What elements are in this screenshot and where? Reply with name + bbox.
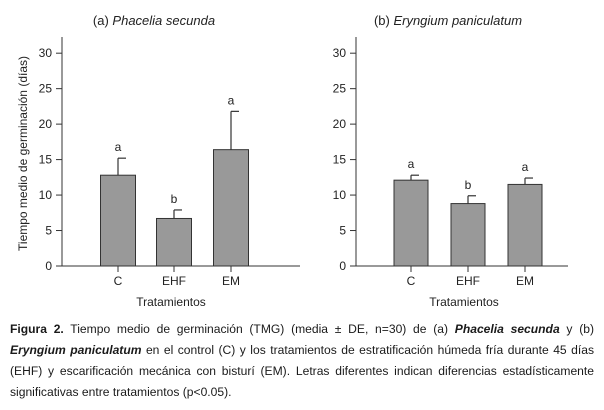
- bar-c: [393, 179, 429, 267]
- y-tick-label: 15: [39, 153, 53, 167]
- figure-caption: Figura 2. Tiempo medio de germinación (T…: [10, 319, 594, 403]
- x-tick-label: EM: [516, 274, 534, 288]
- bar-ehf: [450, 203, 486, 267]
- panel-label: (b): [374, 13, 394, 28]
- y-tick-label: 5: [339, 224, 346, 238]
- y-tick-label: 25: [333, 82, 347, 96]
- x-axis-title: Tratamientos: [136, 295, 206, 309]
- panel-species: Eryngium paniculatum: [393, 13, 522, 28]
- y-tick-label: 15: [333, 153, 347, 167]
- significance-letter: a: [522, 160, 529, 174]
- y-tick-label: 10: [333, 188, 347, 202]
- x-tick-label: C: [407, 274, 416, 288]
- y-tick-label: 25: [39, 82, 53, 96]
- significance-letter: b: [465, 178, 472, 192]
- bar-c: [100, 174, 136, 267]
- caption-species-b: Eryngium paniculatum: [10, 343, 142, 357]
- panel-a: (a) Phacelia secunda 0 5 10 15 20 25 30 a Cb EHF a E…: [16, 13, 300, 309]
- y-axis-title: Tiempo medio de germinación (días): [16, 56, 30, 251]
- y-tick-label: 10: [39, 188, 53, 202]
- significance-letter: a: [408, 157, 415, 171]
- y-tick-label: 30: [39, 46, 53, 60]
- panel-label: (a): [93, 13, 113, 28]
- x-axis-title: Tratamientos: [429, 295, 499, 309]
- x-tick-label: EHF: [456, 274, 480, 288]
- significance-letter: a: [228, 93, 235, 107]
- bar-em: [213, 149, 249, 267]
- caption-text-3: en el control (C) y los tratamientos de …: [10, 343, 594, 399]
- caption-text-2: y (b): [559, 322, 594, 336]
- significance-letter: b: [171, 192, 178, 206]
- caption-label: Figura 2.: [10, 322, 64, 336]
- bar-ehf: [156, 217, 192, 267]
- caption-text-1: Tiempo medio de germinación (TMG) (media…: [63, 322, 455, 336]
- figure: (a) Phacelia secunda 0 5 10 15 20 25 30 a Cb EHF a E…: [16, 13, 568, 309]
- panel-b: (b) Eryngium paniculatum 0 5 10 15 20 25 30 a Cb E…: [333, 13, 568, 309]
- y-tick-label: 20: [333, 117, 347, 131]
- y-tick-label: 5: [45, 224, 52, 238]
- y-tick-label: 0: [339, 259, 346, 273]
- y-tick-label: 0: [45, 259, 52, 273]
- y-tick-label: 30: [333, 46, 347, 60]
- x-tick-label: EM: [222, 274, 240, 288]
- panel-title: (a) Phacelia secunda: [93, 13, 215, 28]
- x-tick-label: EHF: [162, 274, 186, 288]
- panel-title: (b) Eryngium paniculatum: [374, 13, 522, 28]
- x-tick-label: C: [114, 274, 123, 288]
- caption-species-a: Phacelia secunda: [454, 322, 560, 336]
- bar-em: [507, 183, 543, 267]
- y-tick-label: 20: [39, 117, 53, 131]
- significance-letter: a: [115, 140, 122, 154]
- panel-species: Phacelia secunda: [112, 13, 215, 28]
